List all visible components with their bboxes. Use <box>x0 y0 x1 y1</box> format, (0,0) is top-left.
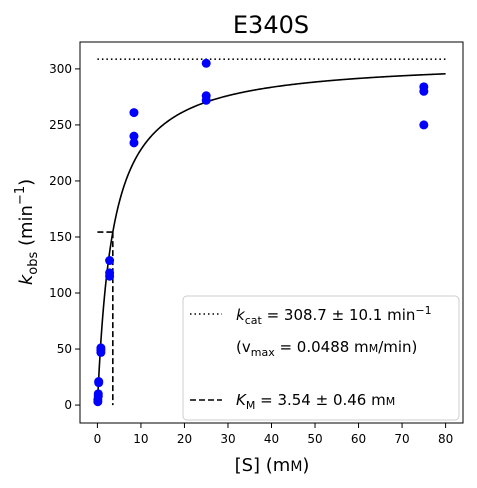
y-axis-label-unit: (min <box>16 205 37 252</box>
legend-kcat-text: = 308.7 ± 10.1 min <box>262 306 416 324</box>
legend-vmax-label: (vmax = 0.0488 mM/min) <box>236 338 417 359</box>
y-axis-label-exp: −1 <box>13 186 28 205</box>
legend-km-sym: K <box>236 391 247 409</box>
data-point <box>201 58 211 68</box>
x-axis-label: [S] (mM) <box>235 455 310 476</box>
legend-vmax-sub: max <box>251 346 275 359</box>
legend-vmax-m: M <box>369 342 379 355</box>
legend-vmax-close: /min) <box>378 338 417 356</box>
data-point <box>201 91 211 101</box>
y-tick-label: 50 <box>57 342 72 356</box>
data-point <box>419 120 429 130</box>
x-axis-label-unit: M <box>290 459 302 475</box>
legend-km-label: KM = 3.54 ± 0.46 mM <box>236 391 395 412</box>
x-tick-label: 70 <box>394 432 409 446</box>
legend-kcat-sym: k <box>236 306 246 324</box>
y-axis-label-sub: obs <box>26 252 41 275</box>
fit-curve-layer <box>96 73 446 406</box>
y-tick-label: 150 <box>49 230 72 244</box>
plot-frame <box>79 41 464 424</box>
data-points <box>93 58 429 407</box>
legend-kcat-sup: −1 <box>415 304 431 317</box>
legend: kcat = 308.7 ± 10.1 min−1 (vmax = 0.0488… <box>182 295 460 421</box>
y-axis-label: kobs (min−1) <box>13 179 41 285</box>
y-tick-label: 200 <box>49 174 72 188</box>
data-point <box>96 343 106 353</box>
legend-vmax-open: (v <box>236 338 251 356</box>
data-point <box>93 389 103 399</box>
x-axis-label-close: ) <box>302 455 309 476</box>
data-point <box>129 131 139 141</box>
x-axis-label-main: [S] (m <box>235 455 291 476</box>
legend-kcat-sub: cat <box>245 314 263 327</box>
y-axis-label-close: ) <box>16 179 37 186</box>
y-tick-label: 250 <box>49 118 72 132</box>
legend-box <box>182 295 460 421</box>
data-point <box>105 256 115 266</box>
chart-title: E340S <box>233 11 309 39</box>
data-point <box>129 108 139 118</box>
x-tick-label: 10 <box>133 432 148 446</box>
axis-ticks: 0 10 20 30 40 50 60 70 80 0 50 100 150 200 250 300 <box>49 62 453 446</box>
x-tick-label: 0 <box>94 432 102 446</box>
x-tick-label: 30 <box>220 432 235 446</box>
y-tick-label: 300 <box>49 62 72 76</box>
legend-km-text: = 3.54 ± 0.46 m <box>255 391 385 409</box>
legend-km-sub: M <box>246 399 256 412</box>
data-point <box>105 268 115 278</box>
legend-km-m: M <box>386 395 396 408</box>
data-point <box>94 377 104 387</box>
x-tick-label: 40 <box>264 432 279 446</box>
y-tick-label: 0 <box>64 398 72 412</box>
y-axis-label-k: k <box>16 273 37 285</box>
legend-vmax-text: = 0.0488 m <box>275 338 369 356</box>
data-point <box>419 82 429 92</box>
data-point <box>129 138 139 148</box>
y-tick-label: 100 <box>49 286 72 300</box>
legend-kcat-label: kcat = 308.7 ± 10.1 min−1 <box>236 304 432 327</box>
x-tick-label: 20 <box>177 432 192 446</box>
x-tick-label: 60 <box>351 432 366 446</box>
fit-curve <box>96 73 446 406</box>
x-tick-label: 50 <box>307 432 322 446</box>
x-tick-label: 80 <box>438 432 453 446</box>
